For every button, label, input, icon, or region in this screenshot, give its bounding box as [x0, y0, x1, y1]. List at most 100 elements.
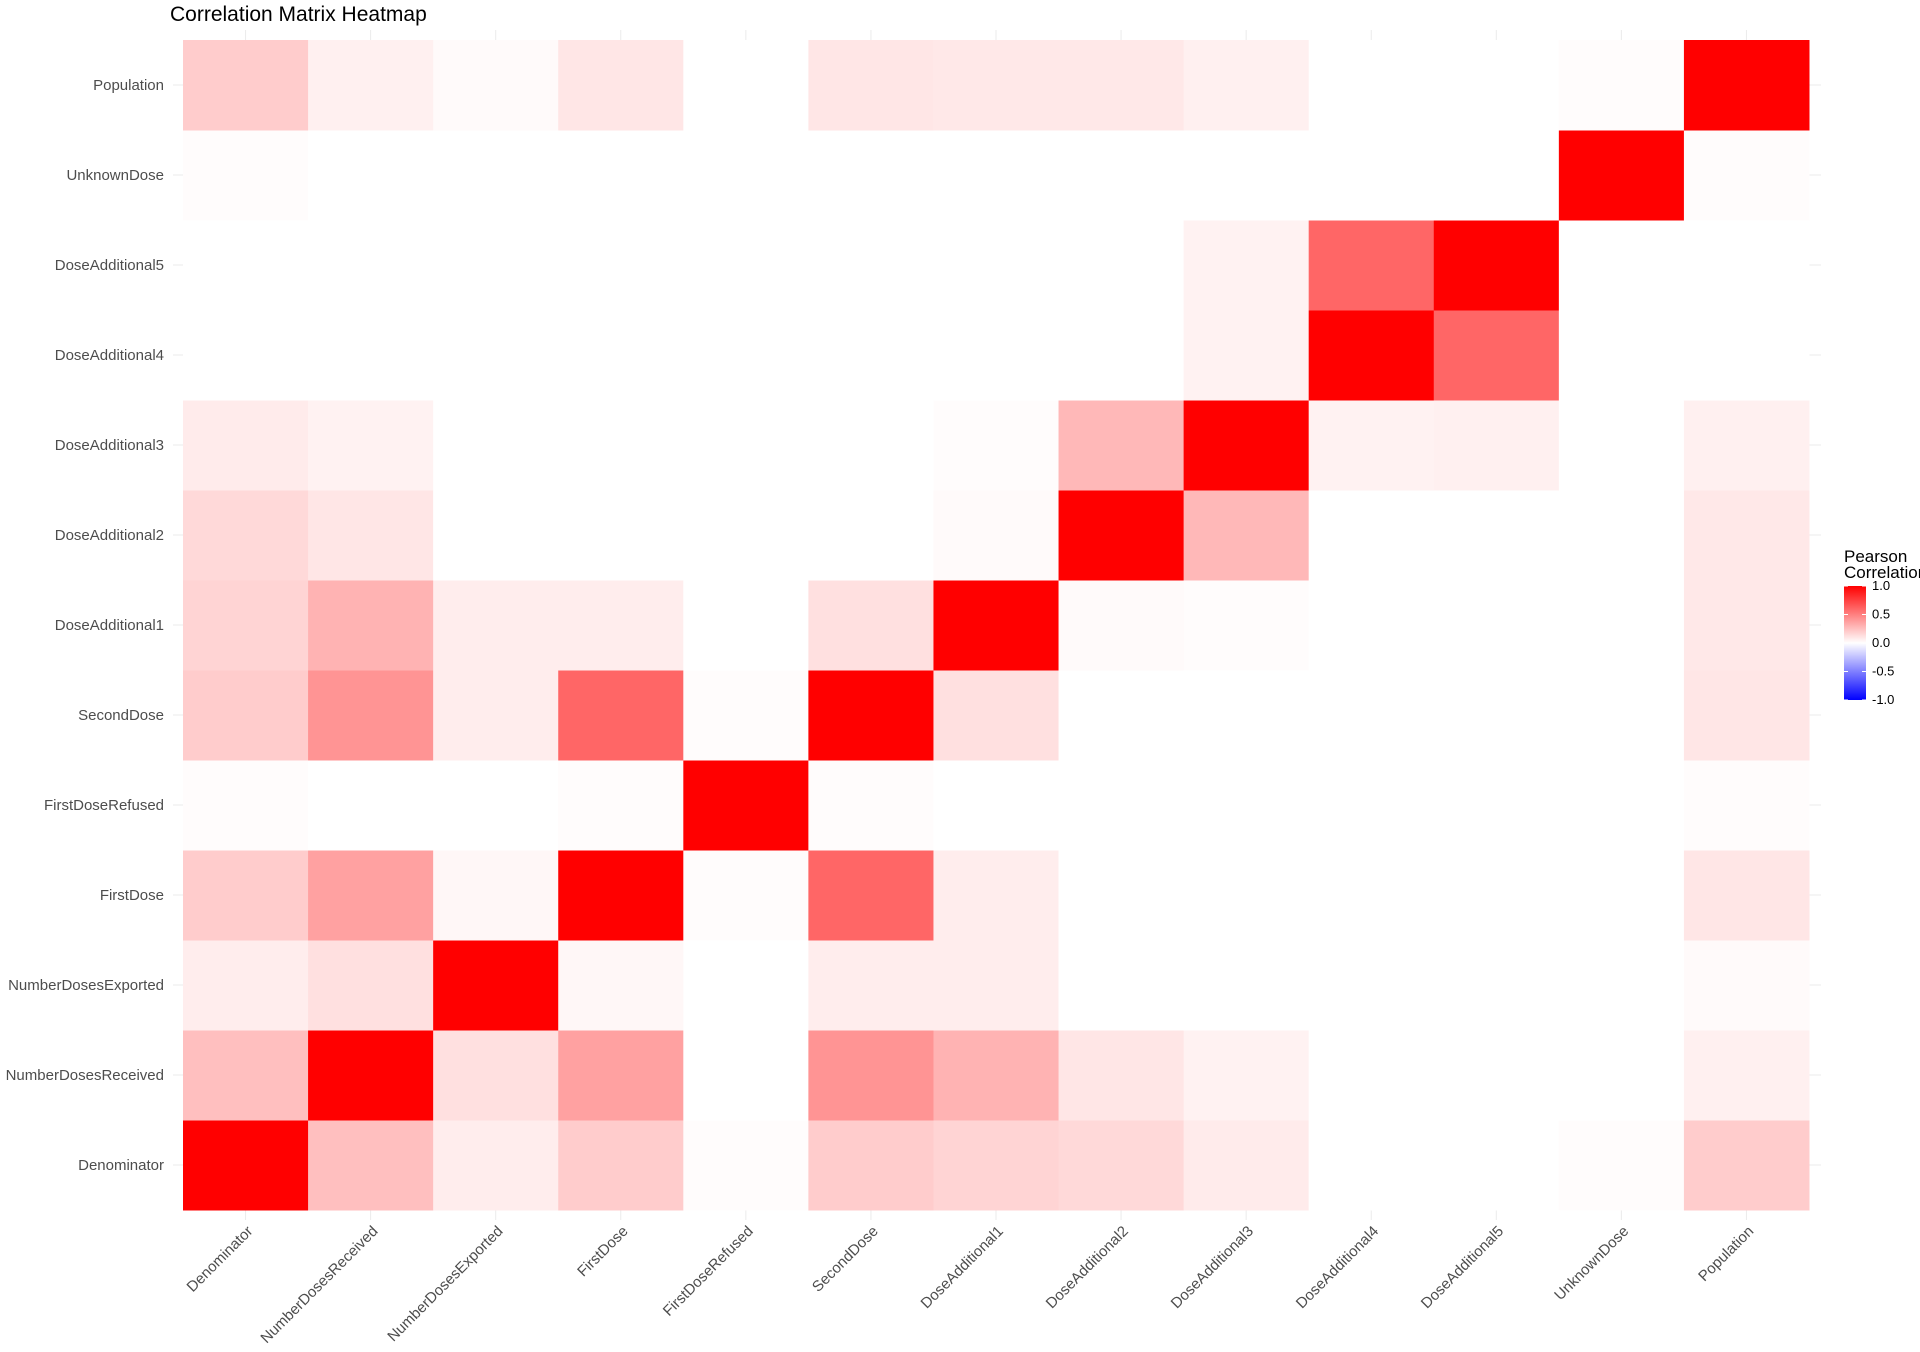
x-tick-label: FirstDose [574, 1223, 631, 1280]
heatmap-cell [1308, 310, 1435, 401]
heatmap-cell [808, 130, 934, 221]
heatmap-cell [933, 1120, 1060, 1211]
heatmap-cell [183, 670, 309, 761]
x-tick-label: Denominator [184, 1223, 257, 1296]
heatmap-cell [183, 400, 309, 491]
heatmap-cell [1558, 670, 1685, 761]
heatmap-cell [933, 580, 1060, 671]
heatmap-cell [1058, 310, 1185, 401]
heatmap-cell [433, 580, 559, 671]
heatmap-cell [1433, 670, 1560, 761]
heatmap-cell [308, 310, 434, 401]
heatmap-cell [558, 40, 684, 131]
heatmap-cell [1683, 1030, 1810, 1121]
heatmap-cell [933, 490, 1060, 581]
y-tick-label: NumberDosesExported [8, 977, 164, 994]
heatmap-cell [808, 670, 934, 761]
heatmap-cell [933, 400, 1060, 491]
heatmap-cell [183, 850, 309, 941]
legend-break-label: 0.0 [1872, 635, 1890, 650]
heatmap-cell [1183, 310, 1310, 401]
heatmap-cell [1308, 40, 1435, 131]
heatmap-cell [1433, 1030, 1560, 1121]
heatmap-cell [1558, 490, 1685, 581]
heatmap-cell [183, 310, 309, 401]
heatmap-cell [683, 490, 809, 581]
heatmap-cell [683, 1120, 809, 1211]
legend-title-line: Pearson [1844, 547, 1907, 566]
heatmap-cell [433, 310, 559, 401]
y-tick-label: Population [93, 77, 164, 94]
heatmap-cell [183, 940, 309, 1031]
heatmap-cell [1308, 1030, 1435, 1121]
heatmap-cell [1558, 40, 1685, 131]
heatmap-cell [1683, 940, 1810, 1031]
heatmap-cell [558, 400, 684, 491]
heatmap-cell [558, 670, 684, 761]
heatmap-cell [1558, 850, 1685, 941]
heatmap-cell [933, 130, 1060, 221]
heatmap-cell [308, 670, 434, 761]
heatmap-cell [683, 220, 809, 311]
heatmap-cell [1308, 400, 1435, 491]
heatmap-cell [1558, 760, 1685, 851]
heatmap-cell [433, 850, 559, 941]
heatmap-cell [308, 760, 434, 851]
heatmap-cell [1558, 310, 1685, 401]
heatmap-cell [808, 1030, 934, 1121]
heatmap-cell [1183, 1030, 1310, 1121]
heatmap-cell [1058, 40, 1185, 131]
heatmap-cell [433, 40, 559, 131]
heatmap-cell [933, 220, 1060, 311]
heatmap-cell [433, 760, 559, 851]
heatmap-cell [1058, 670, 1185, 761]
heatmap-cell [1183, 40, 1310, 131]
heatmap-cell [558, 940, 684, 1031]
heatmap-cell [1308, 220, 1435, 311]
heatmap-cell [1058, 580, 1185, 671]
heatmap-cell [183, 40, 309, 131]
heatmap-cells [183, 40, 1810, 1211]
heatmap-cell [1433, 760, 1560, 851]
heatmap-cell [683, 850, 809, 941]
heatmap-cell [433, 940, 559, 1031]
heatmap-cell [1183, 220, 1310, 311]
heatmap-cell [933, 760, 1060, 851]
heatmap-cell [1558, 130, 1685, 221]
heatmap-cell [1683, 1120, 1810, 1211]
heatmap-cell [1308, 490, 1435, 581]
heatmap-cell [433, 220, 559, 311]
heatmap-cell [1433, 400, 1560, 491]
heatmap-cell [933, 310, 1060, 401]
heatmap-cell [933, 850, 1060, 941]
heatmap-cell [1433, 220, 1560, 311]
heatmap-cell [183, 130, 309, 221]
x-tick-label: DoseAdditional3 [1168, 1223, 1257, 1312]
y-tick-label: DoseAdditional4 [55, 347, 164, 364]
x-tick-label: SecondDose [809, 1223, 882, 1296]
heatmap-cell [433, 1030, 559, 1121]
heatmap-cell [308, 490, 434, 581]
heatmap-cell [1433, 580, 1560, 671]
heatmap-cell [933, 1030, 1060, 1121]
heatmap-cell [808, 580, 934, 671]
heatmap-cell [1433, 1120, 1560, 1211]
heatmap-cell [183, 1030, 309, 1121]
heatmap-cell [308, 40, 434, 131]
heatmap-cell [183, 760, 309, 851]
heatmap-cell [558, 1120, 684, 1211]
heatmap-cell [683, 940, 809, 1031]
heatmap-cell [1058, 760, 1185, 851]
y-tick-label: SecondDose [78, 707, 164, 724]
y-tick-label: DoseAdditional3 [55, 437, 164, 454]
legend-break-label: -1.0 [1872, 692, 1894, 707]
heatmap-cell [683, 130, 809, 221]
heatmap-cell [1558, 1030, 1685, 1121]
heatmap-cell [1058, 940, 1185, 1031]
heatmap-cell [1683, 220, 1810, 311]
heatmap-cell [1308, 760, 1435, 851]
heatmap-cell [1183, 490, 1310, 581]
heatmap-cell [683, 1030, 809, 1121]
heatmap-cell [683, 40, 809, 131]
heatmap-cell [933, 40, 1060, 131]
